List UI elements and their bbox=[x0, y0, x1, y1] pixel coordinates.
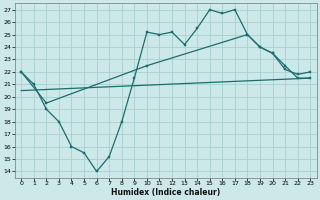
X-axis label: Humidex (Indice chaleur): Humidex (Indice chaleur) bbox=[111, 188, 220, 197]
